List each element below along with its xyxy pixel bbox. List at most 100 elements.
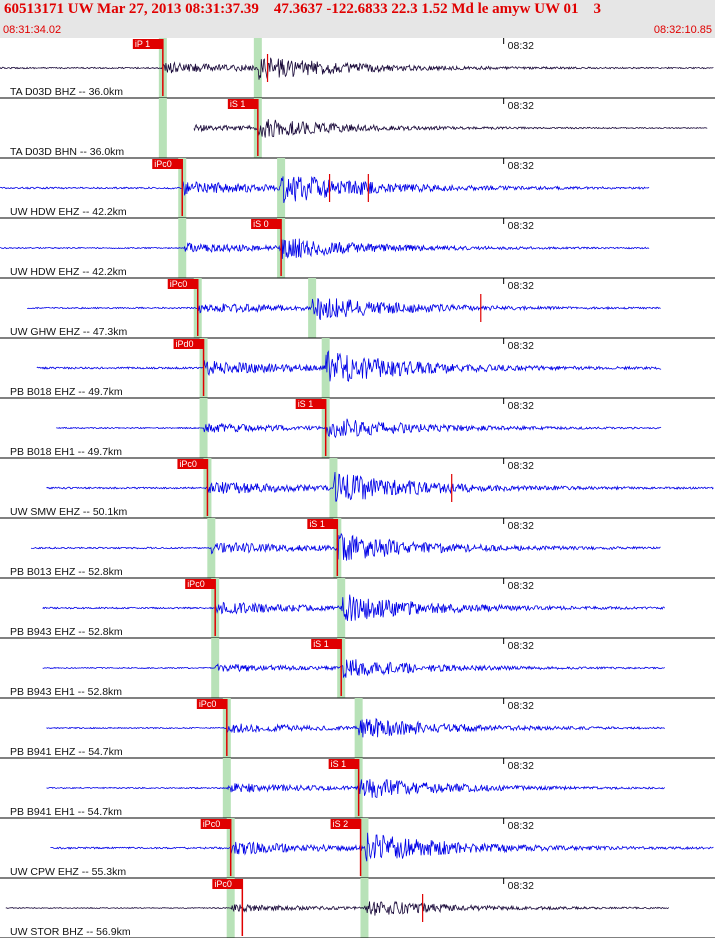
pick-label-13: iPc0	[203, 819, 221, 829]
seismogram-chart: iP 1 08:32 TA D03D BHZ -- 36.0km iS 1 08:32 T…	[0, 38, 715, 938]
pick-box-3	[251, 219, 282, 229]
trace-row-9: iPc0 08:32 PB B943 EHZ -- 52.8km	[0, 578, 715, 639]
pick-label-11: iPc0	[199, 699, 217, 709]
waveform-9	[42, 594, 665, 622]
minute-label-5: 08:32	[508, 340, 534, 352]
station-label-11: PB B941 EHZ -- 54.7km	[10, 746, 123, 758]
station-label-12: PB B941 EH1 -- 54.7km	[10, 806, 122, 818]
start-time: 08:31:34.02	[3, 24, 62, 36]
waveform-4	[27, 298, 661, 321]
pick-box-12	[328, 759, 359, 769]
s-window-2	[277, 158, 286, 218]
station-label-7: UW SMW EHZ -- 50.1km	[10, 506, 128, 518]
trace-row-7: iPc0 08:32 UW SMW EHZ -- 50.1km	[0, 458, 715, 519]
trace-row-12: iS 1 08:32 PB B941 EH1 -- 54.7km	[0, 758, 715, 819]
minute-label-8: 08:32	[508, 520, 534, 532]
station-label-3: UW HDW EHZ -- 42.2km	[10, 266, 127, 278]
waveform-13	[50, 832, 714, 862]
pick-box-7	[177, 459, 208, 469]
pick-box-10	[311, 639, 342, 649]
trace-row-0: iP 1 08:32 TA D03D BHZ -- 36.0km	[0, 38, 715, 99]
waveform-11	[46, 717, 665, 738]
minute-label-10: 08:32	[508, 640, 534, 652]
pick-label-8: iS 1	[309, 519, 325, 529]
minute-label-7: 08:32	[508, 460, 534, 472]
pick-label-3: iS 0	[253, 219, 269, 229]
pick-box-1	[227, 99, 258, 109]
pick-box-8	[307, 519, 338, 529]
station-label-9: PB B943 EHZ -- 52.8km	[10, 626, 123, 638]
pick-box-0	[132, 39, 163, 49]
trace-row-10: iS 1 08:32 PB B943 EH1 -- 52.8km	[0, 638, 715, 699]
trace-row-5: iPd0 08:32 PB B018 EHZ -- 49.7km	[0, 338, 715, 399]
pick-box-9	[185, 579, 216, 589]
minute-label-13: 08:32	[508, 820, 534, 832]
minute-label-0: 08:32	[508, 40, 534, 52]
pick-label-4: iPc0	[170, 279, 188, 289]
pick-label-1: iS 1	[230, 99, 246, 109]
waveform-3	[0, 238, 650, 259]
pick-label-0: iP 1	[135, 39, 150, 49]
station-label-0: TA D03D BHZ -- 36.0km	[10, 86, 123, 98]
trace-row-4: iPc0 08:32 UW GHW EHZ -- 47.3km	[0, 278, 715, 339]
minute-label-12: 08:32	[508, 760, 534, 772]
pick-label-9: iPc0	[187, 579, 205, 589]
station-label-1: TA D03D BHN -- 36.0km	[10, 146, 124, 158]
trace-row-2: iPc0 08:32 UW HDW EHZ -- 42.2km	[0, 158, 715, 219]
waveform-2	[0, 175, 650, 203]
waveform-6	[56, 418, 662, 439]
minute-label-1: 08:32	[508, 100, 534, 112]
station-label-4: UW GHW EHZ -- 47.3km	[10, 326, 128, 338]
pick2-label-13: iS 2	[333, 819, 349, 829]
pick-label-5: iPd0	[176, 339, 194, 349]
station-label-8: PB B013 EHZ -- 52.8km	[10, 566, 123, 578]
pick-box-4	[167, 279, 198, 289]
waveform-10	[42, 659, 665, 679]
waveform-12	[46, 779, 665, 799]
s-window-11	[354, 698, 363, 758]
station-label-10: PB B943 EH1 -- 52.8km	[10, 686, 122, 698]
minute-label-4: 08:32	[508, 280, 534, 292]
station-label-14: UW STOR BHZ -- 56.9km	[10, 926, 131, 938]
event-title: 60513171 UW Mar 27, 2013 08:31:37.39 47.…	[4, 1, 602, 17]
header-bar: 60513171 UW Mar 27, 2013 08:31:37.39 47.…	[0, 0, 715, 38]
waveform-0	[0, 57, 714, 80]
s-window-7	[329, 458, 338, 518]
pick-label-14: iPc0	[214, 879, 232, 889]
trace-row-13: iPc0 iS 2 08:32 UW CPW EHZ -- 55.3km	[0, 818, 715, 879]
minute-label-14: 08:32	[508, 880, 534, 892]
pick-label-7: iPc0	[179, 459, 197, 469]
minute-label-2: 08:32	[508, 160, 534, 172]
minute-label-11: 08:32	[508, 700, 534, 712]
waveform-1	[193, 119, 708, 138]
end-time: 08:32:10.85	[653, 24, 712, 36]
pick-label-10: iS 1	[313, 639, 329, 649]
pick-label-6: iS 1	[298, 399, 314, 409]
pick-box-13	[200, 819, 231, 829]
p-window-1	[158, 98, 167, 158]
s-window-4	[308, 278, 317, 338]
minute-label-3: 08:32	[508, 220, 534, 232]
s-window-0	[253, 38, 262, 98]
station-label-6: PB B018 EH1 -- 49.7km	[10, 446, 122, 458]
waveform-8	[30, 532, 661, 561]
station-label-2: UW HDW EHZ -- 42.2km	[10, 206, 127, 218]
s-window-14	[360, 878, 369, 938]
minute-label-6: 08:32	[508, 400, 534, 412]
pick-box-5	[173, 339, 204, 349]
minute-label-9: 08:32	[508, 580, 534, 592]
pick-label-2: iPc0	[154, 159, 172, 169]
trace-row-8: iS 1 08:32 PB B013 EHZ -- 52.8km	[0, 518, 715, 579]
trace-row-11: iPc0 08:32 PB B941 EHZ -- 54.7km	[0, 698, 715, 759]
station-label-5: PB B018 EHZ -- 49.7km	[10, 386, 123, 398]
waveform-5	[36, 350, 662, 382]
pick-label-12: iS 1	[331, 759, 347, 769]
pick-box-2	[152, 159, 183, 169]
pick-box-14	[212, 879, 243, 889]
pick-box-6	[295, 399, 326, 409]
pick2-box-13	[330, 819, 361, 829]
pick-box-11	[196, 699, 227, 709]
trace-row-6: iS 1 08:32 PB B018 EH1 -- 49.7km	[0, 398, 715, 459]
trace-row-14: iPc0 08:32 UW STOR BHZ -- 56.9km	[0, 878, 715, 938]
waveform-7	[46, 471, 714, 502]
